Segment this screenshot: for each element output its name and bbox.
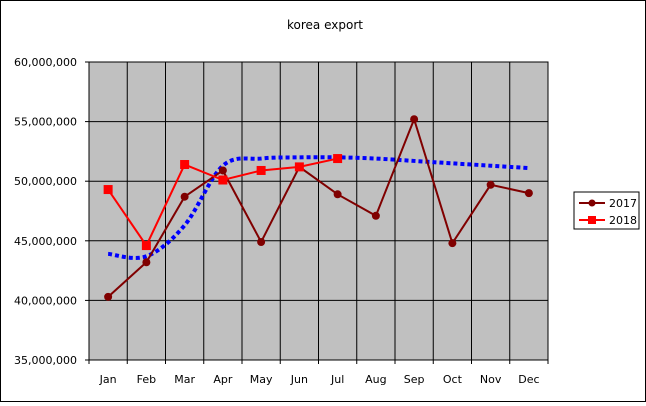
x-tick-label: May	[250, 373, 273, 386]
legend-marker-2018	[588, 216, 596, 224]
x-tick-label: Oct	[443, 373, 463, 386]
series	[103, 115, 533, 301]
x-tick-label: Aug	[365, 373, 386, 386]
data-point-2017	[257, 237, 266, 246]
x-tick-label: Dec	[518, 373, 539, 386]
y-tick-label: 60,000,000	[14, 56, 77, 69]
data-point-2018	[294, 162, 304, 172]
data-point-2017	[180, 192, 189, 201]
data-point-2017	[333, 190, 342, 199]
data-point-2018	[333, 154, 343, 164]
data-point-2017	[104, 292, 113, 301]
data-point-2017	[486, 180, 495, 189]
chart-title: korea export	[287, 18, 363, 32]
data-point-2017	[218, 166, 227, 175]
legend-box	[573, 191, 640, 230]
x-tick-label: Jul	[330, 373, 344, 386]
legend-label-2017: 2017	[609, 197, 637, 210]
y-tick-label: 35,000,000	[14, 354, 77, 367]
data-point-2018	[218, 175, 228, 185]
gridlines	[89, 62, 548, 360]
x-tick-label: Mar	[174, 373, 195, 386]
legend-marker-2017	[588, 199, 596, 207]
data-point-2017	[524, 189, 533, 198]
data-point-2018	[141, 241, 151, 251]
data-point-2017	[410, 115, 419, 124]
x-tick-label: Jun	[290, 373, 308, 386]
axes: 35,000,000 40,000,000 45,000,000 50,000,000…	[14, 56, 549, 386]
x-tick-label: Sep	[404, 373, 425, 386]
data-point-2018	[256, 165, 266, 175]
data-point-2017	[371, 211, 380, 220]
legend: 2017 2018	[573, 191, 640, 230]
y-tick-label: 40,000,000	[14, 294, 77, 307]
x-tick-label: Nov	[480, 373, 502, 386]
y-tick-label: 50,000,000	[14, 175, 77, 188]
x-tick-label: Jan	[99, 373, 117, 386]
data-point-2017	[142, 258, 151, 267]
data-point-2017	[448, 239, 457, 248]
data-point-2018	[103, 185, 113, 195]
y-tick-label: 45,000,000	[14, 235, 77, 248]
x-tick-label: Apr	[213, 373, 233, 386]
y-tick-label: 55,000,000	[14, 116, 77, 129]
data-point-2018	[180, 160, 190, 170]
x-tick-label: Feb	[137, 373, 156, 386]
trendline-path	[107, 155, 529, 260]
legend-label-2018: 2018	[609, 214, 637, 227]
series-line-2017	[107, 116, 530, 298]
trendline	[107, 155, 529, 260]
